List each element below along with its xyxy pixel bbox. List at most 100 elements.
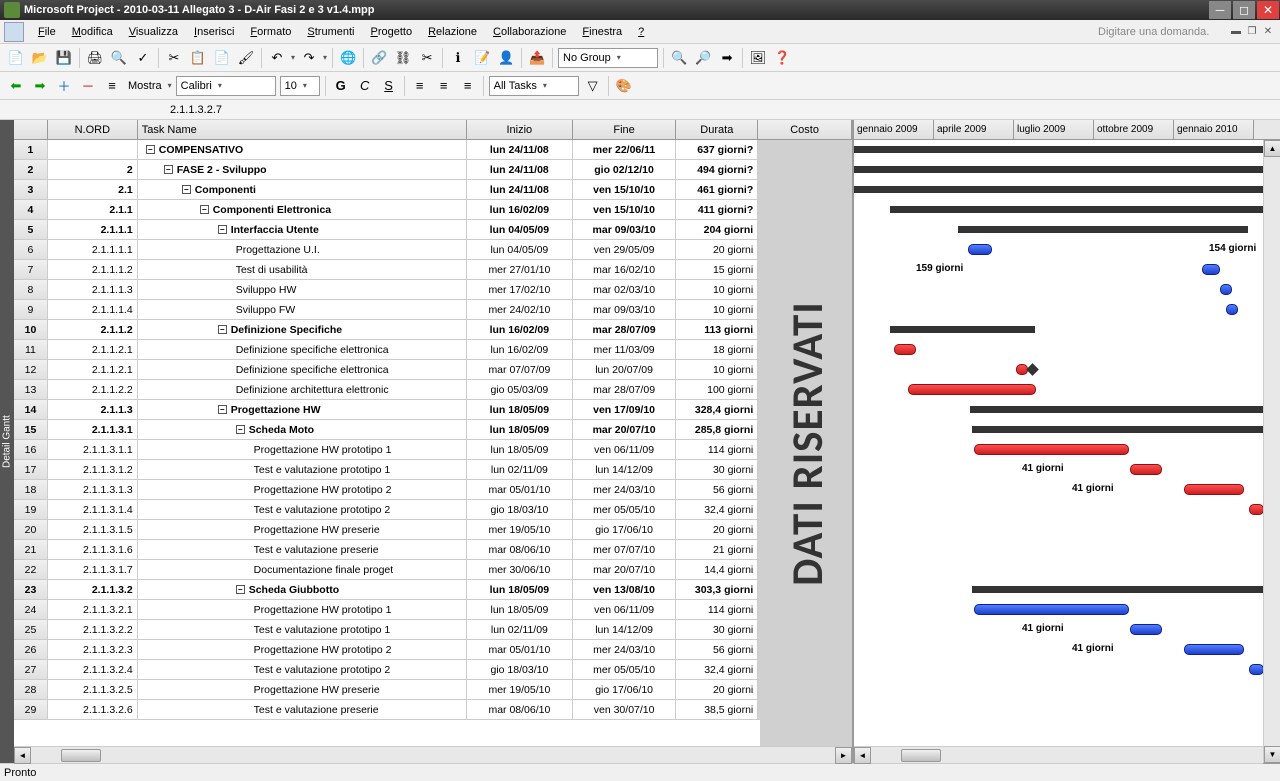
task-bar[interactable] xyxy=(1130,464,1162,475)
cell-name[interactable]: −Componenti xyxy=(138,180,467,199)
menu-collaborazione[interactable]: Collaborazione xyxy=(485,24,574,40)
cell-fine[interactable]: lun 20/07/09 xyxy=(573,360,677,379)
menu-progetto[interactable]: Progetto xyxy=(362,24,420,40)
print-preview-icon[interactable]: 🔍 xyxy=(108,47,130,69)
cell-name[interactable]: −Scheda Moto xyxy=(138,420,467,439)
row-number[interactable]: 27 xyxy=(14,660,48,679)
cell-ord[interactable]: 2.1.1.3.1.1 xyxy=(48,440,138,459)
cell-name[interactable]: −Progettazione HW xyxy=(138,400,467,419)
show-subtasks-icon[interactable]: ＋ xyxy=(53,75,75,97)
bold-icon[interactable]: G xyxy=(330,75,352,97)
scroll-left-icon[interactable]: ◄ xyxy=(854,747,871,764)
cell-fine[interactable]: ven 06/11/09 xyxy=(573,600,677,619)
cell-inizio[interactable]: gio 18/03/10 xyxy=(467,500,573,519)
cell-costo[interactable] xyxy=(758,200,852,219)
row-number[interactable]: 28 xyxy=(14,680,48,699)
summary-bar[interactable] xyxy=(972,426,1264,433)
menu-strumenti[interactable]: Strumenti xyxy=(299,24,362,40)
goto-icon[interactable]: ➡ xyxy=(716,47,738,69)
cell-fine[interactable]: mar 28/07/09 xyxy=(573,380,677,399)
align-right-icon[interactable]: ≡ xyxy=(457,75,479,97)
cell-ord[interactable]: 2.1.1.3.1.4 xyxy=(48,500,138,519)
table-row[interactable]: 42.1.1−Componenti Elettronicalun 16/02/0… xyxy=(14,200,852,220)
outline-toggle[interactable]: − xyxy=(218,325,227,334)
task-bar[interactable] xyxy=(1202,264,1220,275)
row-number[interactable]: 7 xyxy=(14,260,48,279)
cell-fine[interactable]: ven 17/09/10 xyxy=(573,400,677,419)
redo-dropdown[interactable]: ▾ xyxy=(321,53,329,62)
cell-inizio[interactable]: mar 07/07/09 xyxy=(467,360,573,379)
cell-inizio[interactable]: mer 19/05/10 xyxy=(467,680,573,699)
table-row[interactable]: 252.1.1.3.2.2Test e valutazione prototip… xyxy=(14,620,852,640)
cell-durata[interactable]: 285,8 giorni xyxy=(676,420,758,439)
mdi-minimize[interactable]: ▬ xyxy=(1229,25,1243,39)
cell-costo[interactable] xyxy=(758,580,852,599)
cell-name[interactable]: −Scheda Giubbotto xyxy=(138,580,467,599)
cell-ord[interactable]: 2.1.1.3.2.3 xyxy=(48,640,138,659)
table-row[interactable]: 82.1.1.1.3Sviluppo HWmer 17/02/10mar 02/… xyxy=(14,280,852,300)
cell-fine[interactable]: mar 20/07/10 xyxy=(573,560,677,579)
table-row[interactable]: 102.1.1.2−Definizione Specifichelun 16/0… xyxy=(14,320,852,340)
summary-bar[interactable] xyxy=(958,226,1248,233)
cell-fine[interactable]: ven 06/11/09 xyxy=(573,440,677,459)
row-number[interactable]: 24 xyxy=(14,600,48,619)
summary-bar[interactable] xyxy=(890,326,1035,333)
task-bar[interactable] xyxy=(974,604,1129,615)
cell-ord[interactable]: 2.1.1.3.2.5 xyxy=(48,680,138,699)
table-row[interactable]: 232.1.1.3.2−Scheda Giubbottolun 18/05/09… xyxy=(14,580,852,600)
view-bar[interactable]: Detail Gantt xyxy=(0,120,14,763)
cell-inizio[interactable]: mer 27/01/10 xyxy=(467,260,573,279)
cell-costo[interactable] xyxy=(758,420,852,439)
indent-icon[interactable]: ➡ xyxy=(29,75,51,97)
cell-costo[interactable] xyxy=(758,680,852,699)
summary-bar[interactable] xyxy=(854,146,1264,153)
table-row[interactable]: 1−COMPENSATIVOlun 24/11/08mer 22/06/1163… xyxy=(14,140,852,160)
task-bar[interactable] xyxy=(1220,284,1232,295)
cell-name[interactable]: Test e valutazione prototipo 1 xyxy=(138,620,467,639)
cell-ord[interactable]: 2.1.1.2.2 xyxy=(48,380,138,399)
help-search[interactable]: Digitare una domanda. xyxy=(1098,26,1218,38)
cell-ord[interactable]: 2.1.1.3.2.2 xyxy=(48,620,138,639)
table-row[interactable]: 192.1.1.3.1.4Test e valutazione prototip… xyxy=(14,500,852,520)
open-icon[interactable]: 📂 xyxy=(29,47,51,69)
row-number[interactable]: 17 xyxy=(14,460,48,479)
underline-icon[interactable]: S xyxy=(378,75,400,97)
cell-fine[interactable]: gio 02/12/10 xyxy=(573,160,677,179)
zoom-in-icon[interactable]: 🔍 xyxy=(668,47,690,69)
format-painter-icon[interactable]: 🖌 xyxy=(235,47,257,69)
cell-costo[interactable] xyxy=(758,340,852,359)
cell-name[interactable]: Definizione specifiche elettronica xyxy=(138,360,467,379)
hide-assign-icon[interactable]: ≡ xyxy=(101,75,123,97)
cell-fine[interactable]: ven 15/10/10 xyxy=(573,180,677,199)
row-number[interactable]: 11 xyxy=(14,340,48,359)
hyperlink-icon[interactable]: 🌐 xyxy=(337,47,359,69)
table-row[interactable]: 202.1.1.3.1.5Progettazione HW preserieme… xyxy=(14,520,852,540)
cell-ord[interactable]: 2.1.1.3 xyxy=(48,400,138,419)
cell-fine[interactable]: mer 05/05/10 xyxy=(573,660,677,679)
row-number[interactable]: 9 xyxy=(14,300,48,319)
cell-inizio[interactable]: lun 04/05/09 xyxy=(467,220,573,239)
scroll-thumb[interactable] xyxy=(901,749,941,762)
cell-fine[interactable]: mar 16/02/10 xyxy=(573,260,677,279)
filter-combo[interactable]: All Tasks xyxy=(489,76,579,96)
cell-ord[interactable]: 2.1.1.3.2.4 xyxy=(48,660,138,679)
table-row[interactable]: 122.1.1.2.1Definizione specifiche elettr… xyxy=(14,360,852,380)
cell-durata[interactable]: 100 giorni xyxy=(676,380,758,399)
cell-fine[interactable]: mar 09/03/10 xyxy=(573,220,677,239)
cell-costo[interactable] xyxy=(758,480,852,499)
undo-dropdown[interactable]: ▾ xyxy=(289,53,297,62)
maximize-button[interactable]: ◻ xyxy=(1233,1,1255,19)
gantt-body[interactable]: 154 giorni159 giorni41 giorni41 giorni41… xyxy=(854,140,1280,746)
cell-name[interactable]: Documentazione finale proget xyxy=(138,560,467,579)
cell-costo[interactable] xyxy=(758,700,852,719)
cell-costo[interactable] xyxy=(758,540,852,559)
row-number[interactable]: 8 xyxy=(14,280,48,299)
corner-cell[interactable] xyxy=(14,120,48,139)
cell-fine[interactable]: gio 17/06/10 xyxy=(573,680,677,699)
outdent-icon[interactable]: ⬅ xyxy=(5,75,27,97)
cell-ord[interactable] xyxy=(48,140,138,159)
row-number[interactable]: 5 xyxy=(14,220,48,239)
cell-name[interactable]: Test e valutazione preserie xyxy=(138,700,467,719)
cell-fine[interactable]: mer 05/05/10 xyxy=(573,500,677,519)
cell-durata[interactable]: 30 giorni xyxy=(676,460,758,479)
